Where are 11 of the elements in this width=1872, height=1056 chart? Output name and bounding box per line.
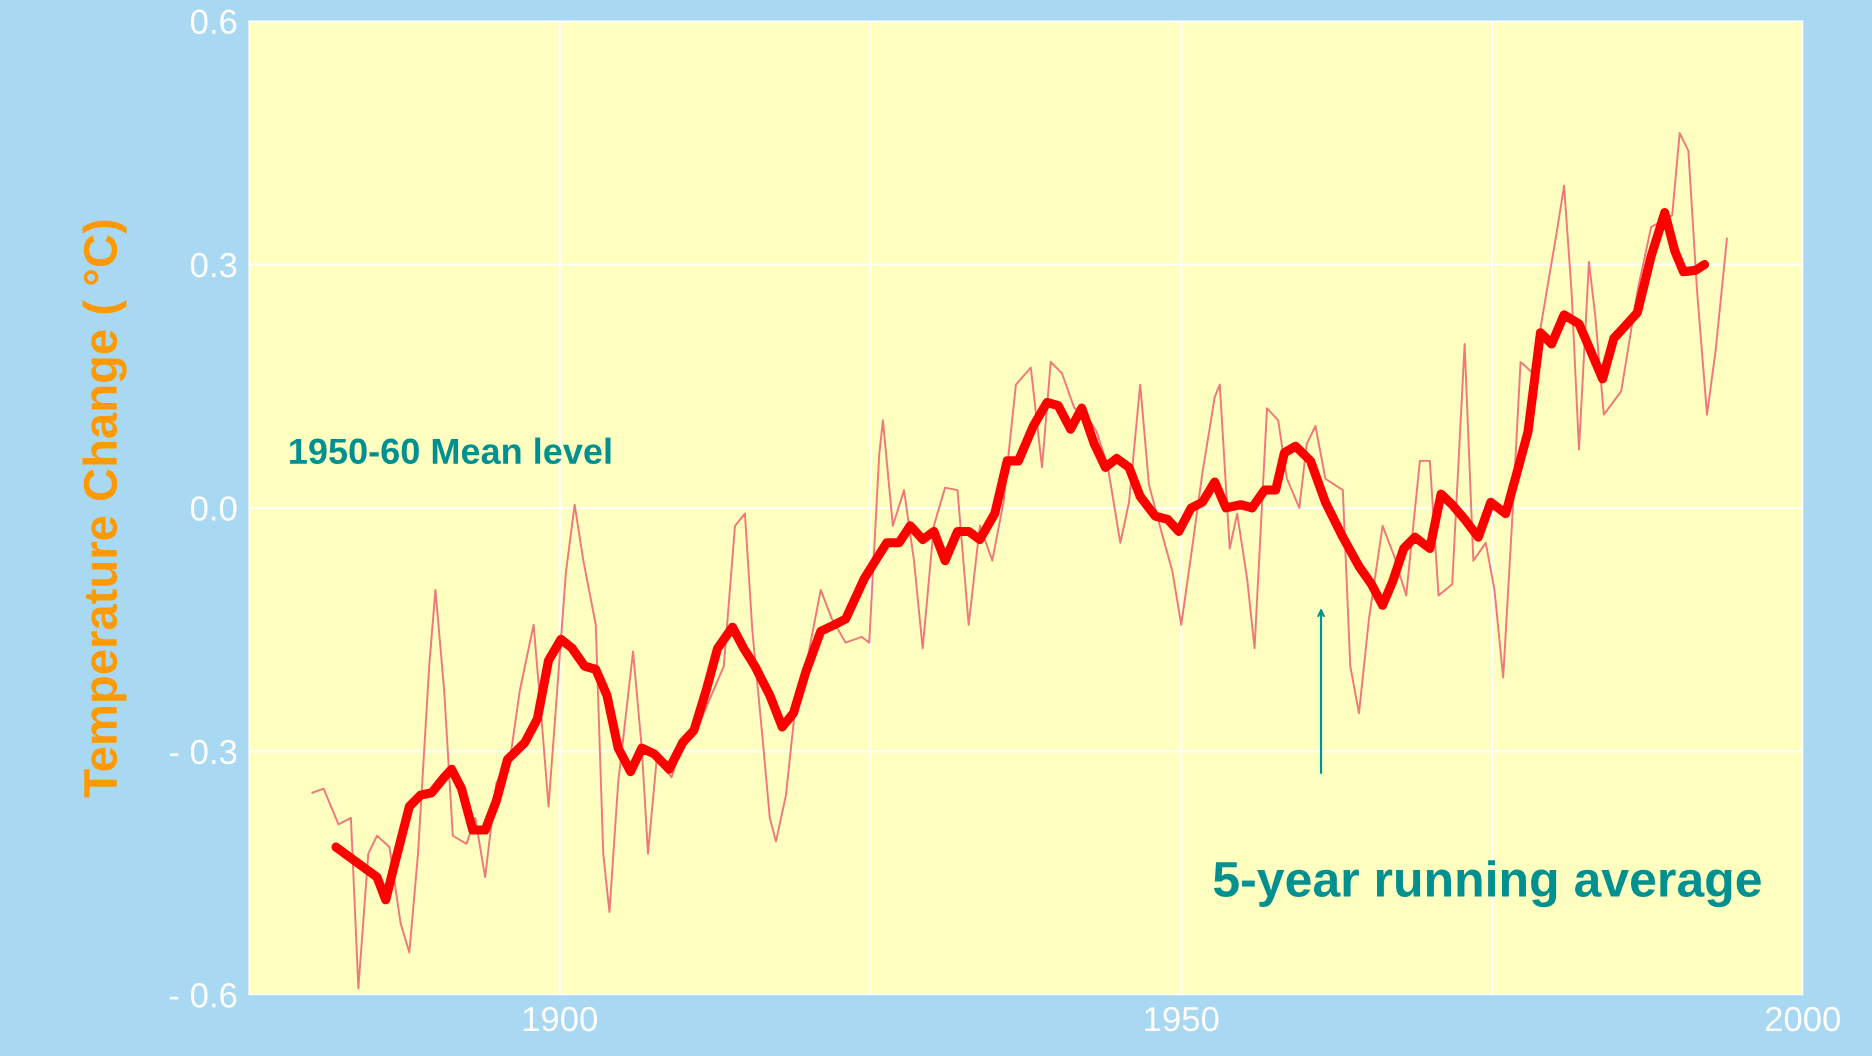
x-tick-label: 2000	[1765, 1006, 1840, 1032]
x-tick-label: 1950	[1145, 1006, 1219, 1032]
y-tick-label: 0.0	[190, 496, 237, 521]
y-tick-label: 0.3	[190, 252, 237, 278]
annotation: 5-year running average	[1213, 860, 1761, 908]
y-tick-label: - 0.6	[169, 983, 237, 1008]
y-axis-title: Temperature Change ( °C)	[82, 220, 127, 798]
annotation: 1950-60 Mean level	[290, 437, 611, 465]
y-tick-label: 0.6	[190, 9, 237, 35]
y-tick-label: - 0.3	[169, 739, 237, 765]
x-tick-label: 1900	[523, 1006, 597, 1032]
